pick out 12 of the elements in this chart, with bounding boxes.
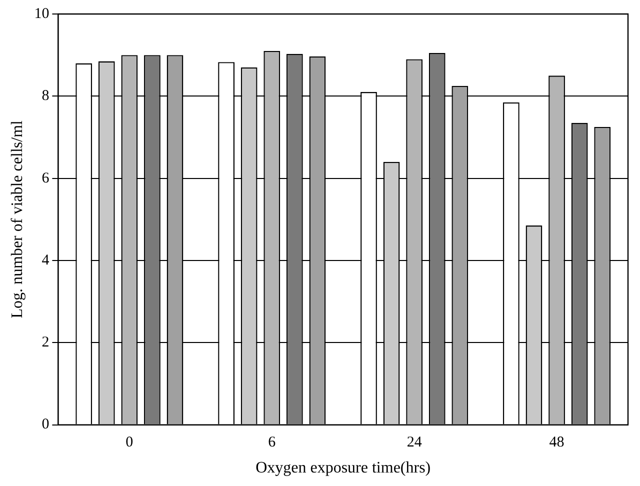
x-tick-label: 6 (268, 434, 276, 451)
y-tick-label: 6 (42, 170, 50, 186)
y-axis-title: Log. number of viable cells/ml (8, 120, 26, 318)
y-tick-label: 10 (34, 6, 50, 22)
y-tick-label: 0 (42, 416, 50, 433)
y-tick-label: 2 (42, 334, 50, 351)
x-tick-label: 0 (126, 434, 134, 451)
y-tick-label: 4 (42, 252, 50, 268)
x-axis-title: Oxygen exposure time(hrs) (256, 460, 431, 477)
x-tick-label: 24 (406, 434, 422, 451)
y-tick-label: 8 (42, 88, 50, 104)
x-tick-label: 48 (549, 434, 564, 451)
